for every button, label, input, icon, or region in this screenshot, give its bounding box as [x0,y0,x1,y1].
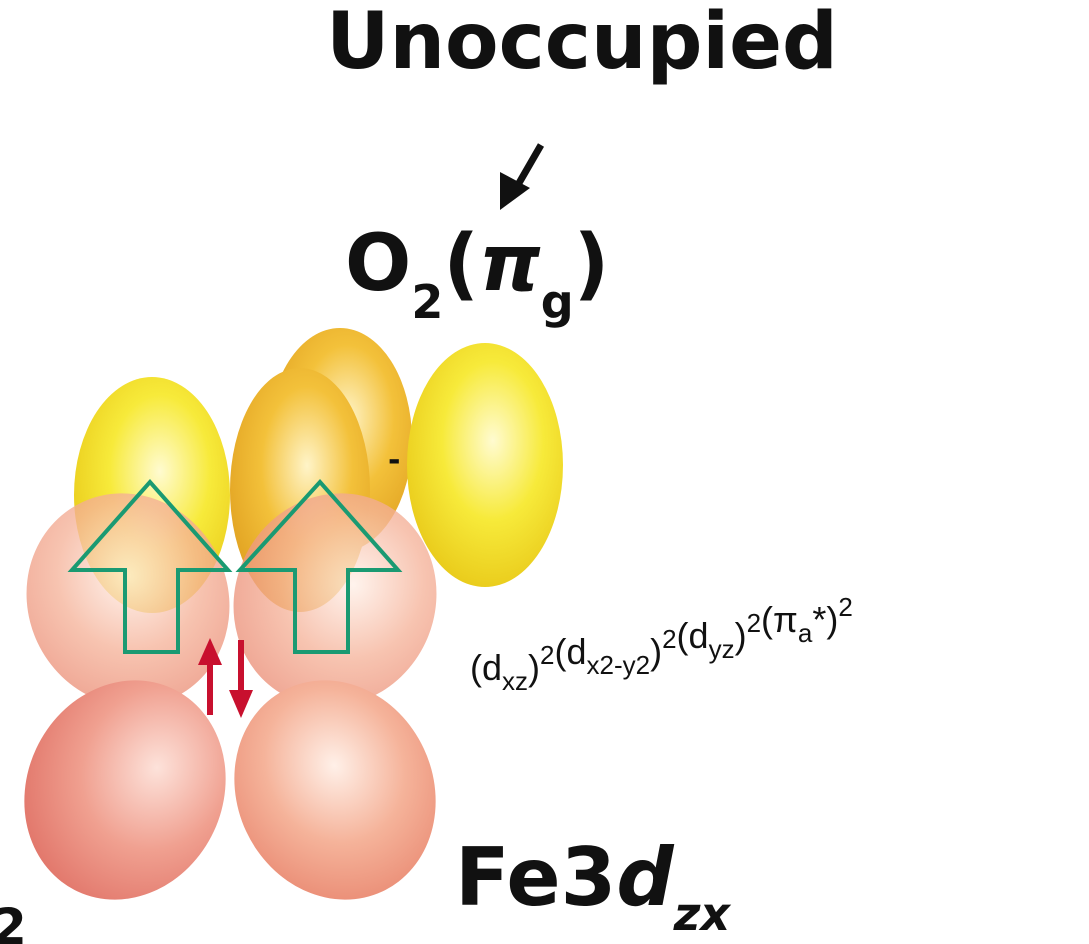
o2-sub: 2 [411,275,443,329]
fe-sub: zx [673,887,732,941]
cfg-sup: 2 [662,624,676,654]
cfg-close: *) [812,599,838,640]
cfg-base: (π [761,599,798,640]
cfg-sup: 2 [540,640,554,670]
cfg-sub: yz [709,634,735,664]
fe-base: Fe3 [455,831,616,924]
configuration: (dxz)2(dx2-y2)2(dyz)2(πa*)2 [470,592,853,696]
sign: - [388,443,400,478]
cfg-sup: 2 [838,592,852,622]
cfg-sub: xz [502,666,528,696]
cfg-close: ) [735,615,747,656]
cfg-base: (d [554,631,586,672]
o2-label: O2(πg) [345,219,609,329]
cfg-sup: 2 [747,608,761,638]
o2-pi: π [479,219,541,309]
cfg-sub: a [798,618,813,648]
cfg-base: (d [470,647,502,688]
fe-lobe [0,647,261,933]
o2-close: ) [574,219,610,309]
fe-label: Fe3dzx [455,831,731,941]
o2-open: ( [443,219,479,309]
cfg-sub: x2-y2 [587,650,651,680]
o2-pi-sub: g [541,275,574,329]
cfg-base: (d [677,615,709,656]
title: Unoccupied [326,0,838,87]
cfg-close: ) [650,631,662,672]
diagram: Unoccupied O2(πg) - Fe3dzx 2 (dxz)2(dx2-… [0,0,1089,944]
cfg-close: ) [528,647,540,688]
fe-italic: d [616,831,674,924]
o2-lobe [407,343,563,587]
o2-base: O [345,219,411,309]
corner-text: 2 [0,898,27,944]
pointer-arrow [500,145,541,210]
